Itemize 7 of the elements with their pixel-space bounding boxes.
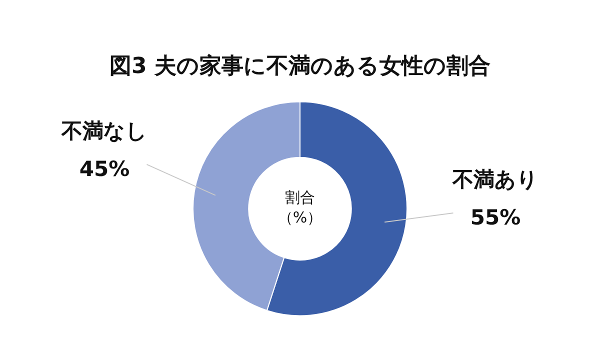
slice-label: 不満あり <box>452 167 539 192</box>
slice-label: 不満なし <box>60 118 148 143</box>
text: 割合 <box>285 188 315 207</box>
data-label: 45% <box>79 156 130 181</box>
text: （%） <box>278 208 322 227</box>
chart-title: 図3 夫の家事に不満のある女性の割合 <box>110 52 490 79</box>
data-label: 55% <box>470 205 521 230</box>
